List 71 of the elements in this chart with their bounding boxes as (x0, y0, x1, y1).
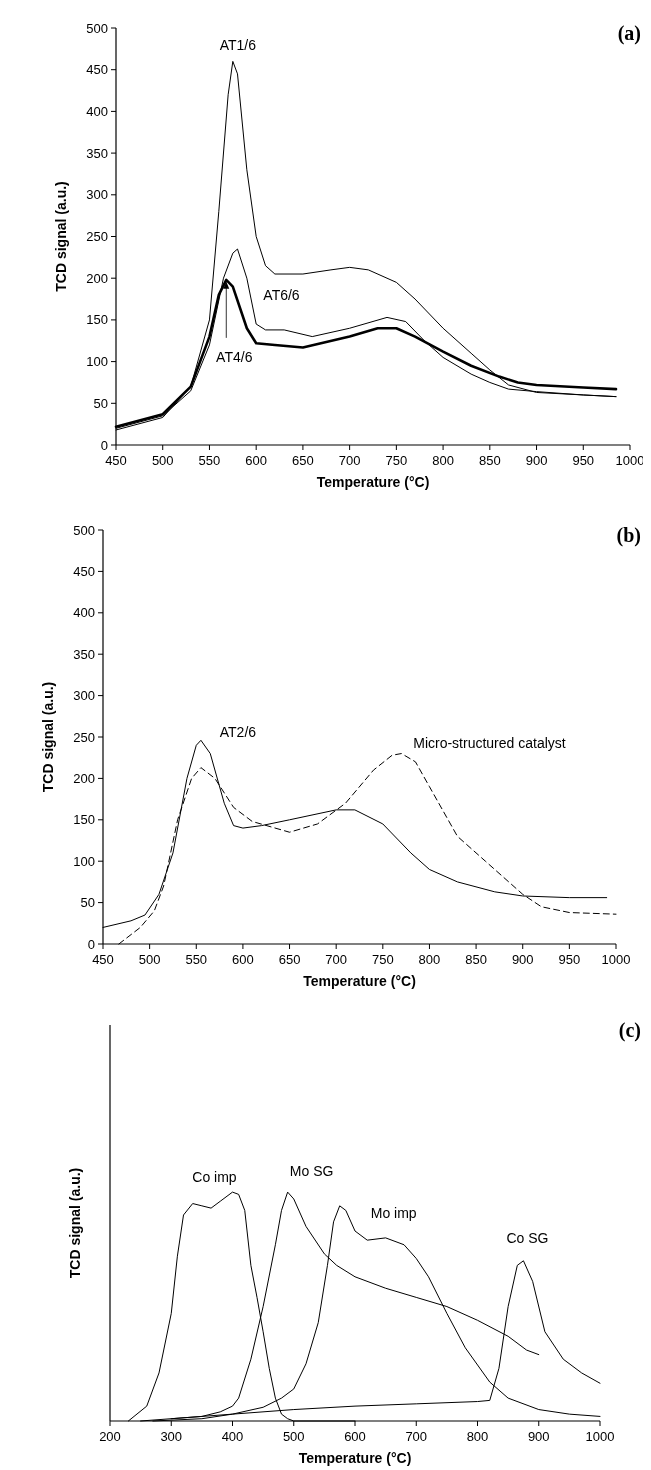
x-tick-label: 500 (282, 1429, 305, 1444)
chart-title: (b) (616, 524, 641, 547)
x-tick-label: 900 (511, 952, 534, 967)
y-tick-label: 400 (73, 605, 95, 621)
y-tick-label: 100 (73, 853, 95, 869)
y-tick-label: 0 (87, 936, 95, 952)
chart-title: (c) (618, 1019, 641, 1042)
series-label: AT1/6 (219, 37, 257, 54)
y-tick-label: 50 (80, 895, 95, 911)
x-tick-label: 700 (405, 1429, 428, 1444)
y-tick-label: 250 (73, 729, 95, 745)
y-tick-label: 500 (86, 20, 108, 36)
x-tick-label: 800 (418, 952, 441, 967)
x-tick-label: 650 (292, 453, 314, 468)
x-tick-label: 950 (572, 453, 595, 468)
y-tick-label: 250 (86, 229, 108, 244)
y-tick-label: 350 (73, 646, 95, 662)
x-tick-label: 750 (371, 952, 394, 967)
y-axis-title: TCD signal (a.u.) (40, 681, 56, 793)
chart-title: (a) (617, 22, 641, 45)
x-tick-label: 500 (138, 952, 161, 967)
series-label: Co SG (506, 1229, 549, 1246)
x-tick-label: 800 (466, 1429, 489, 1444)
y-tick-label: 450 (73, 563, 95, 579)
series-label: AT2/6 (219, 724, 257, 741)
y-tick-label: 400 (86, 103, 108, 119)
x-tick-label: 900 (527, 1429, 550, 1444)
y-tick-label: 350 (86, 145, 108, 161)
y-axis-title: TCD signal (a.u.) (67, 1167, 83, 1279)
x-tick-label: 1000 (615, 453, 645, 468)
x-tick-label: 700 (325, 952, 348, 967)
x-tick-label: 650 (278, 952, 301, 967)
x-axis-title: Temperature (°C) (298, 1450, 412, 1466)
x-tick-label: 800 (432, 453, 454, 468)
x-axis-title: Temperature (°C) (316, 474, 430, 490)
y-tick-label: 450 (86, 62, 108, 78)
x-tick-label: 1000 (585, 1429, 615, 1444)
y-tick-label: 200 (73, 770, 95, 786)
x-tick-label: 450 (105, 453, 127, 468)
y-tick-label: 500 (73, 522, 95, 538)
y-axis-title: TCD signal (a.u.) (53, 181, 69, 292)
x-tick-label: 600 (232, 952, 254, 967)
x-tick-label: 1000 (601, 952, 631, 967)
y-tick-label: 50 (93, 395, 108, 411)
x-tick-label: 950 (558, 952, 581, 967)
x-tick-label: 700 (338, 453, 361, 468)
y-tick-label: 0 (100, 437, 108, 453)
x-tick-label: 850 (465, 952, 487, 967)
x-tick-label: 600 (344, 1429, 366, 1444)
y-tick-label: 150 (86, 312, 108, 328)
x-tick-label: 550 (185, 952, 208, 967)
series-label: Co imp (192, 1169, 237, 1186)
y-tick-label: 200 (86, 270, 108, 286)
x-tick-label: 750 (385, 453, 408, 468)
series-label: Mo SG (289, 1163, 334, 1180)
series-label: Mo imp (370, 1204, 417, 1221)
y-tick-label: 300 (73, 688, 95, 704)
x-tick-label: 850 (478, 453, 501, 468)
x-tick-label: 900 (525, 453, 548, 468)
y-tick-label: 150 (73, 812, 95, 828)
x-tick-label: 550 (198, 453, 221, 468)
series-label: AT4/6 (216, 348, 253, 365)
y-tick-label: 100 (86, 354, 108, 370)
x-axis-title: Temperature (°C) (303, 973, 416, 989)
series-label: Micro-structured catalyst (413, 734, 566, 751)
x-tick-label: 400 (221, 1429, 244, 1444)
x-tick-label: 600 (245, 453, 268, 468)
x-tick-label: 500 (151, 453, 174, 468)
series-label: AT6/6 (263, 287, 300, 304)
y-tick-label: 300 (86, 187, 108, 203)
x-tick-label: 300 (160, 1429, 183, 1444)
